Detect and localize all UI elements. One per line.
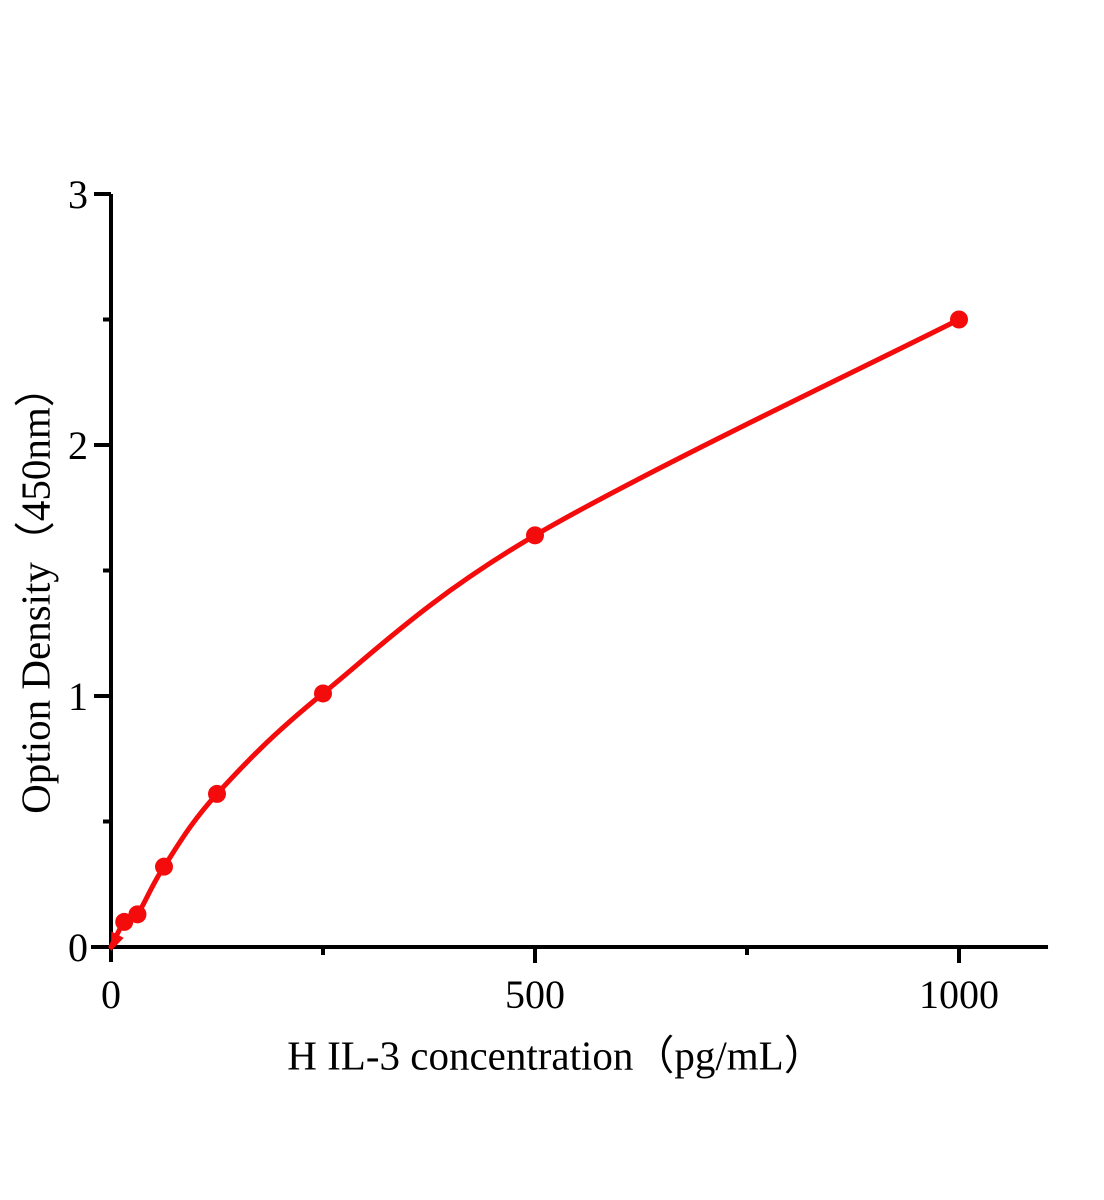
y-tick-label: 2 bbox=[68, 423, 88, 468]
y-tick-label: 3 bbox=[68, 172, 88, 217]
data-point-marker bbox=[208, 784, 226, 803]
y-axis-title: Option Density（450nm） bbox=[12, 366, 59, 814]
data-point-marker bbox=[155, 857, 173, 876]
x-tick-label: 0 bbox=[101, 972, 121, 1017]
curve-origin-arrow bbox=[111, 931, 124, 951]
data-point-marker bbox=[115, 912, 134, 931]
y-tick-label: 0 bbox=[68, 925, 88, 970]
data-point-marker bbox=[526, 526, 544, 545]
standard-curve-line bbox=[108, 317, 962, 950]
data-point-marker bbox=[314, 684, 332, 703]
data-point-marker bbox=[950, 310, 968, 329]
y-tick-label: 1 bbox=[68, 674, 88, 719]
x-tick-label: 500 bbox=[505, 972, 565, 1017]
x-axis-title: H IL-3 concentration（pg/mL） bbox=[287, 1032, 825, 1079]
x-tick-label: 1000 bbox=[919, 972, 999, 1017]
data-point-marker bbox=[128, 905, 147, 924]
